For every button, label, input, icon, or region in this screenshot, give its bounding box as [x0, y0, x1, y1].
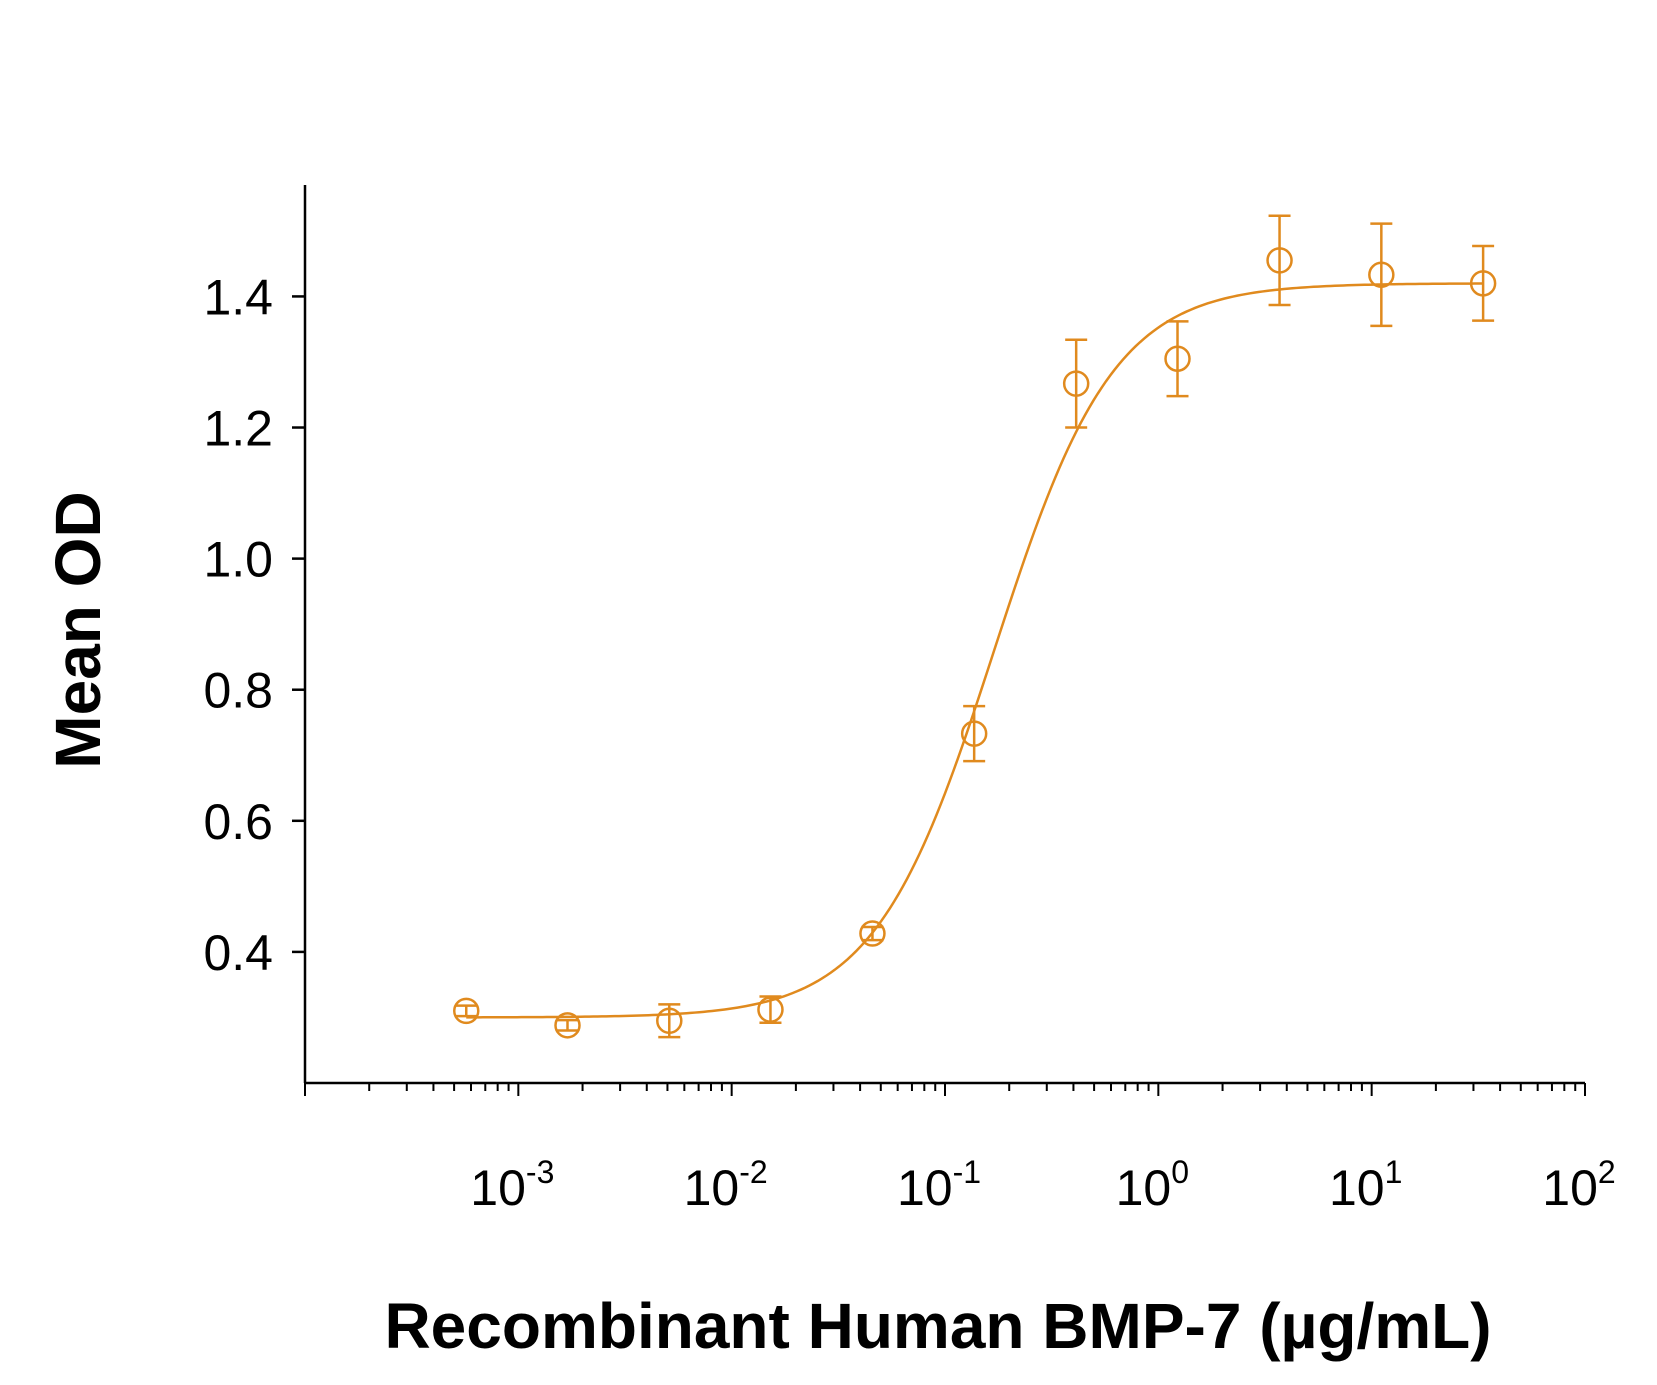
x-tick-base: 10 [1542, 1160, 1598, 1216]
data-point [960, 704, 988, 763]
point-marker [859, 920, 886, 947]
y-tick-label: 0.8 [203, 663, 273, 719]
x-tick-base: 10 [684, 1160, 740, 1216]
x-tick-label: 10-3 [470, 1154, 554, 1216]
data-point [757, 995, 784, 1024]
x-tick-base: 10 [1329, 1160, 1385, 1216]
axes [292, 185, 1586, 1096]
data-point [1368, 222, 1395, 328]
fit-curve [466, 282, 1484, 1019]
data-point [1164, 320, 1191, 398]
point-marker [554, 1012, 581, 1039]
x-tick-exponent: -3 [526, 1154, 554, 1190]
y-tick-label: 0.6 [203, 794, 273, 850]
point-marker [453, 997, 480, 1025]
y-axis-title: Mean OD [42, 491, 114, 768]
x-tick-exponent: -1 [953, 1154, 981, 1190]
x-tick-label: 10-2 [684, 1154, 768, 1216]
x-tick-base: 10 [1116, 1160, 1172, 1216]
point-marker [757, 996, 784, 1023]
x-axis-title: Recombinant Human BMP-7 (µg/mL) [384, 1290, 1491, 1362]
data-points-layer [453, 214, 1497, 1039]
point-marker [1062, 370, 1090, 397]
data-point [453, 997, 480, 1025]
x-tick-base: 10 [897, 1160, 953, 1216]
point-marker [1164, 345, 1191, 372]
point-marker [1469, 270, 1497, 297]
data-point [554, 1012, 581, 1039]
data-point [1062, 338, 1090, 429]
x-tick-exponent: 2 [1598, 1154, 1616, 1190]
point-marker [1266, 247, 1293, 274]
data-point [656, 1003, 683, 1039]
tick-labels-layer: 0.40.60.81.01.21.410-3 10-2 10-1 100 101 102 [203, 269, 1615, 1216]
fit-curve-layer [466, 282, 1484, 1019]
x-tick-exponent: -2 [739, 1154, 767, 1190]
x-tick-label: 101 [1329, 1154, 1402, 1216]
x-tick-label: 102 [1542, 1154, 1615, 1216]
data-point [1469, 244, 1497, 322]
x-tick-base: 10 [470, 1160, 526, 1216]
data-point [1266, 214, 1293, 307]
x-tick-label: 10-1 [897, 1154, 981, 1216]
y-tick-label: 1.0 [203, 532, 273, 588]
y-tick-label: 1.4 [203, 269, 273, 325]
x-tick-exponent: 0 [1171, 1154, 1189, 1190]
point-marker [656, 1007, 683, 1034]
y-tick-label: 0.4 [203, 925, 273, 981]
y-tick-label: 1.2 [203, 401, 273, 457]
data-point [859, 920, 886, 947]
x-tick-label: 100 [1116, 1154, 1189, 1216]
point-marker [960, 720, 988, 747]
point-marker [1368, 261, 1395, 289]
x-tick-exponent: 1 [1385, 1154, 1403, 1190]
